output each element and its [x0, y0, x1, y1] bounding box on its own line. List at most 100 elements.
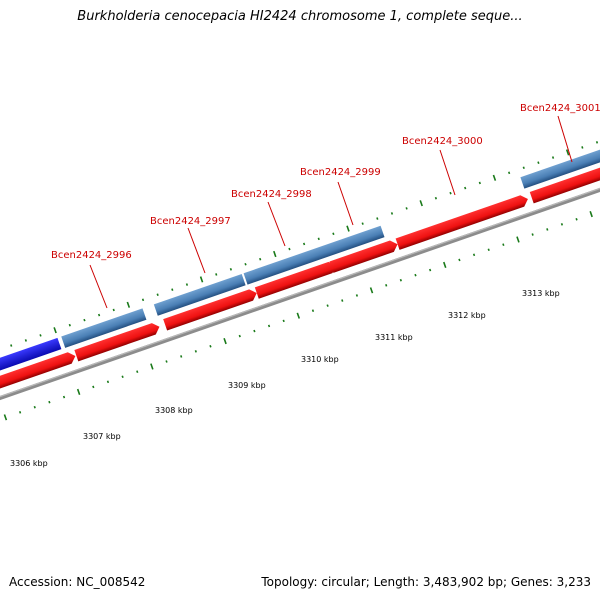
ruler-minor-tick: [288, 247, 291, 251]
cds-arrow[interactable]: [529, 161, 600, 204]
ruler-major-tick: [443, 261, 447, 268]
gene-bar[interactable]: [61, 308, 147, 348]
ruler-major-tick: [296, 312, 301, 319]
lower-ruler: [3, 211, 593, 421]
ruler-minor-tick: [478, 181, 481, 185]
callout-line: [187, 227, 206, 274]
ruler-minor-tick: [332, 232, 335, 236]
sequence-track: [0, 141, 600, 421]
genome-summary-text: Topology: circular; Length: 3,483,902 bp…: [261, 575, 591, 589]
gene-bar[interactable]: [153, 273, 246, 316]
ruler-minor-tick: [531, 233, 534, 236]
ruler-major-tick: [3, 414, 8, 421]
ruler-minor-tick: [180, 355, 183, 358]
ruler-minor-tick: [171, 288, 174, 291]
gene-bar[interactable]: [520, 147, 600, 189]
ruler-minor-tick: [121, 375, 124, 379]
ruler-minor-tick: [472, 253, 476, 257]
ruler-minor-tick: [165, 360, 168, 363]
ruler-minor-tick: [341, 299, 344, 302]
ruler-minor-tick: [185, 283, 189, 286]
ruler-minor-tick: [253, 329, 256, 333]
gene-label[interactable]: Bcen2424_2997: [150, 216, 231, 227]
kbp-label: 3309 kbp: [228, 381, 266, 390]
callout-line: [267, 201, 286, 247]
ruler-minor-tick: [48, 400, 51, 404]
ruler-minor-tick: [464, 186, 467, 190]
ruler-minor-tick: [194, 350, 197, 353]
ruler-minor-tick: [376, 217, 379, 220]
cds-row: [0, 161, 600, 393]
ruler-minor-tick: [537, 161, 540, 164]
ruler-minor-tick: [385, 284, 388, 287]
ruler-minor-tick: [259, 257, 262, 261]
gene-label[interactable]: Bcen2424_3000: [402, 136, 483, 147]
ruler-major-tick: [369, 287, 374, 294]
gene-label[interactable]: Bcen2424_2999: [300, 167, 381, 178]
ruler-major-tick: [76, 388, 81, 395]
callout-line: [439, 149, 456, 196]
ruler-minor-tick: [209, 344, 212, 348]
ruler-minor-tick: [267, 324, 271, 328]
ruler-minor-tick: [92, 385, 95, 389]
cds-arrow[interactable]: [329, 239, 399, 273]
cds-arrow[interactable]: [395, 193, 530, 250]
kbp-labels: 3306 kbp 3307 kbp 3308 kbp 3309 kbp 3310…: [10, 289, 560, 468]
ruler-minor-tick: [581, 146, 584, 149]
ruler-minor-tick: [97, 313, 101, 317]
accession-text: Accession: NC_008542: [9, 575, 146, 589]
gene-label[interactable]: Bcen2424_2998: [231, 189, 312, 200]
ruler-major-tick: [223, 337, 227, 345]
ruler-minor-tick: [575, 217, 578, 221]
callout-line: [89, 264, 108, 309]
ruler-minor-tick: [595, 141, 599, 144]
ruler-minor-tick: [429, 268, 432, 272]
ruler-minor-tick: [546, 228, 549, 231]
ruler-major-tick: [126, 301, 131, 308]
ruler-minor-tick: [215, 273, 218, 276]
map-title: Burkholderia cenocepacia HI2424 chromoso…: [77, 9, 523, 24]
cds-arrow[interactable]: [0, 350, 77, 393]
cds-arrow[interactable]: [254, 260, 338, 299]
kbp-label: 3307 kbp: [83, 432, 121, 441]
ruler-major-tick: [565, 149, 570, 156]
cds-arrow[interactable]: [163, 287, 259, 331]
ruler-minor-tick: [83, 318, 86, 322]
gene-callouts: [89, 115, 573, 309]
gene-bar-selected[interactable]: [0, 337, 62, 377]
ruler-minor-tick: [18, 411, 22, 414]
ruler-minor-tick: [399, 278, 402, 282]
kbp-label: 3306 kbp: [10, 459, 48, 468]
ruler-minor-tick: [414, 273, 417, 277]
ruler-minor-tick: [244, 262, 247, 266]
ruler-minor-tick: [141, 298, 145, 302]
callout-line: [337, 181, 354, 226]
ruler-minor-tick: [10, 344, 13, 347]
gene-label[interactable]: Bcen2424_2996: [51, 250, 132, 261]
ruler-minor-tick: [62, 395, 66, 399]
ruler-minor-tick: [317, 237, 320, 241]
ruler-major-tick: [150, 363, 154, 370]
ruler-minor-tick: [390, 212, 394, 215]
ruler-minor-tick: [522, 166, 525, 170]
ruler-major-tick: [419, 200, 423, 207]
ruler-minor-tick: [282, 319, 285, 323]
ruler-minor-tick: [560, 223, 564, 226]
ruler-major-tick: [589, 211, 593, 218]
ruler-minor-tick: [355, 294, 359, 297]
kbp-label: 3311 kbp: [375, 333, 413, 342]
kbp-label: 3313 kbp: [522, 289, 560, 298]
ruler-minor-tick: [551, 156, 555, 159]
gene-bar[interactable]: [243, 225, 385, 285]
kbp-label: 3310 kbp: [301, 355, 339, 364]
ruler-minor-tick: [508, 171, 511, 175]
ruler-minor-tick: [238, 334, 241, 338]
cds-arrow[interactable]: [74, 321, 161, 362]
backbone-highlight: [0, 183, 600, 401]
ruler-minor-tick: [112, 308, 115, 312]
ruler-minor-tick: [33, 405, 36, 409]
ruler-minor-tick: [311, 309, 315, 313]
gene-label[interactable]: Bcen2424_3001: [520, 103, 600, 114]
gene-row: [0, 147, 600, 377]
